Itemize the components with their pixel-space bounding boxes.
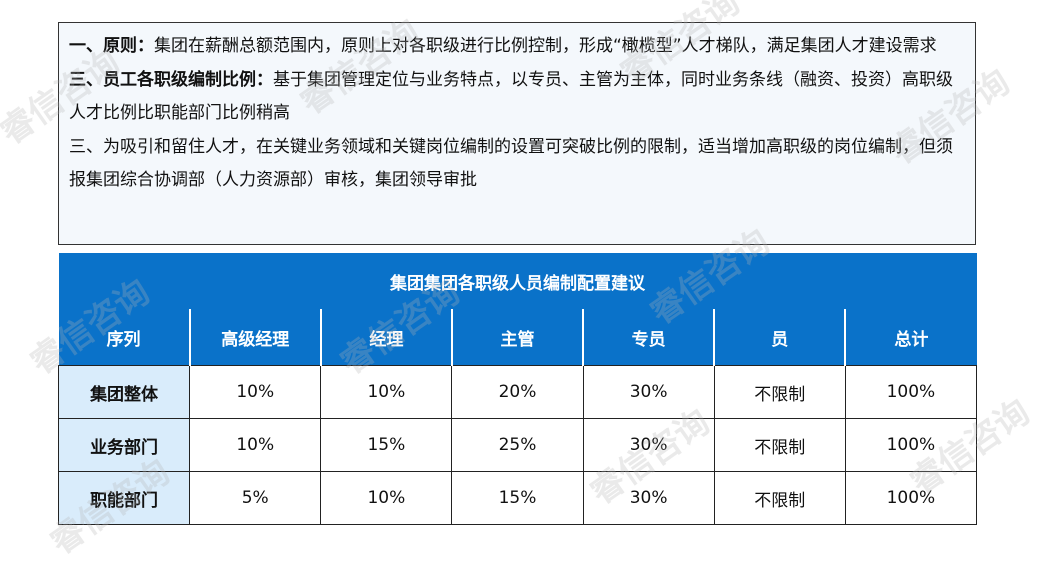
note-label: 一、原则：	[69, 36, 154, 56]
cell: 10%	[189, 418, 322, 472]
row-label: 业务部门	[57, 418, 191, 472]
notes-box: 一、原则：集团在薪酬总额范围内，原则上对各职级进行比例控制，形成“橄榄型”人才梯…	[58, 22, 976, 245]
table-title: 集团集团各职级人员编制配置建议	[58, 253, 977, 309]
table-row: 职能部门 5% 10% 15% 30% 不限制 100%	[57, 471, 978, 525]
table-row: 业务部门 10% 15% 25% 30% 不限制 100%	[57, 418, 978, 472]
cell: 不限制	[713, 471, 846, 525]
header-cell: 员	[713, 309, 846, 366]
note-text: 基于集团管理定位与业务特点，以专员、主管为主体，同时业务条线（融资、投资）高职级…	[69, 69, 953, 124]
note-paragraph: 三、员工各职级编制比例：基于集团管理定位与业务特点，以专员、主管为主体，同时业务…	[69, 64, 965, 131]
cell: 30%	[582, 471, 715, 525]
cell: 15%	[451, 471, 584, 525]
cell: 100%	[844, 471, 978, 525]
header-cell: 总计	[844, 309, 977, 366]
table-row: 集团整体 10% 10% 20% 30% 不限制 100%	[57, 365, 978, 419]
title-row: 集团集团各职级人员编制配置建议	[58, 253, 977, 309]
cell: 5%	[189, 471, 322, 525]
note-text: 三、为吸引和留住人才，在关键业务领域和关键岗位编制的设置可突破比例的限制，适当增…	[69, 136, 953, 191]
cell: 30%	[582, 418, 715, 472]
header-cell: 专员	[582, 309, 715, 366]
row-label: 集团整体	[57, 365, 191, 419]
cell: 不限制	[713, 418, 846, 472]
cell: 30%	[582, 365, 715, 419]
header-cell: 高级经理	[188, 309, 321, 366]
note-paragraph: 一、原则：集团在薪酬总额范围内，原则上对各职级进行比例控制，形成“橄榄型”人才梯…	[69, 30, 965, 64]
note-text: 集团在薪酬总额范围内，原则上对各职级进行比例控制，形成“橄榄型”人才梯队，满足集…	[154, 36, 937, 56]
cell: 25%	[451, 418, 584, 472]
table: 集团集团各职级人员编制配置建议 序列 高级经理 经理 主管 专员员总计 集团整体 10% 10%…	[57, 253, 978, 525]
header-row: 序列 高级经理 经理 主管 专员员总计	[58, 309, 977, 366]
cell: 100%	[844, 418, 978, 472]
row-label: 职能部门	[57, 471, 191, 525]
cell: 20%	[451, 365, 584, 419]
cell: 10%	[320, 365, 453, 419]
cell: 不限制	[713, 365, 846, 419]
header-cell: 主管	[450, 309, 584, 366]
cell: 10%	[320, 471, 453, 525]
note-paragraph: 三、为吸引和留住人才，在关键业务领域和关键岗位编制的设置可突破比例的限制，适当增…	[69, 131, 965, 198]
cell: 10%	[189, 365, 322, 419]
cell: 15%	[320, 418, 453, 472]
cell: 100%	[844, 365, 978, 419]
header-cell: 序列	[58, 309, 190, 366]
note-label: 三、员工各职级编制比例：	[69, 69, 273, 90]
header-cell: 经理	[319, 309, 452, 366]
